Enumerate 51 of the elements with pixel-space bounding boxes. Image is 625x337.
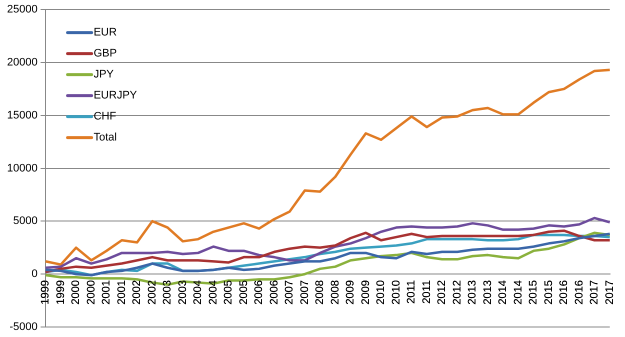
legend-label: JPY [94, 68, 114, 81]
x-tick-label: 2013 [466, 280, 479, 305]
legend-label: Total [94, 132, 117, 144]
y-tick-label: 0 [31, 268, 38, 280]
legend-label: GBP [94, 48, 117, 60]
x-tick-label: 2009 [344, 280, 357, 305]
x-tick-label: 2010 [375, 280, 388, 305]
x-tick-label: 2015 [528, 280, 540, 305]
x-tick-label: 2002 [146, 280, 158, 305]
x-tick-label: 2017 [604, 280, 616, 305]
x-tick-label: 2005 [222, 280, 235, 305]
y-tick-label: 10000 [6, 162, 38, 174]
x-tick-label: 2014 [497, 280, 510, 305]
x-tick-label: 2008 [314, 280, 326, 305]
x-tick-label: 2017 [588, 280, 601, 305]
x-tick-label: 2001 [100, 280, 113, 305]
x-tick-label: 2004 [192, 280, 204, 305]
x-tick-label: 2000 [85, 280, 98, 305]
y-tick-label: -5000 [9, 321, 38, 334]
x-tick-label: 2014 [512, 280, 524, 305]
x-tick-label: 2010 [390, 280, 402, 305]
x-tick-label: 2006 [268, 280, 280, 305]
x-tick-label: 2013 [482, 280, 494, 305]
legend-label: EURJPY [94, 90, 138, 102]
y-tick-label: 25000 [6, 4, 38, 16]
x-tick-label: 2005 [238, 280, 250, 305]
x-tick-label: 2009 [360, 280, 372, 305]
x-tick-label: 2016 [573, 280, 586, 305]
x-tick-label: 2011 [406, 280, 418, 304]
y-tick-label: 5000 [13, 215, 38, 228]
x-tick-label: 1999 [40, 280, 52, 305]
x-tick-label: 2004 [207, 280, 220, 305]
x-tick-label: 2007 [284, 280, 296, 305]
x-tick-label: 2002 [131, 280, 144, 305]
x-tick-label: 2001 [116, 280, 128, 305]
y-tick-label: 15000 [6, 109, 38, 122]
x-tick-label: 2012 [451, 280, 464, 305]
x-tick-label: 2008 [329, 280, 342, 305]
legend-label: EUR [94, 26, 117, 39]
x-tick-label: 2000 [70, 280, 82, 305]
x-tick-label: 2003 [176, 280, 189, 305]
legend-label: CHF [94, 110, 116, 123]
y-tick-label: 20000 [6, 56, 38, 69]
x-tick-label: 2011 [420, 280, 433, 304]
x-tick-label: 1999 [54, 280, 67, 305]
x-tick-label: 2012 [436, 280, 448, 305]
x-tick-label: 2006 [253, 280, 266, 305]
x-tick-label: 2015 [542, 280, 555, 305]
x-tick-label: 2016 [558, 280, 570, 305]
x-tick-label: 2007 [298, 280, 311, 305]
x-tick-label: 2003 [162, 280, 174, 305]
